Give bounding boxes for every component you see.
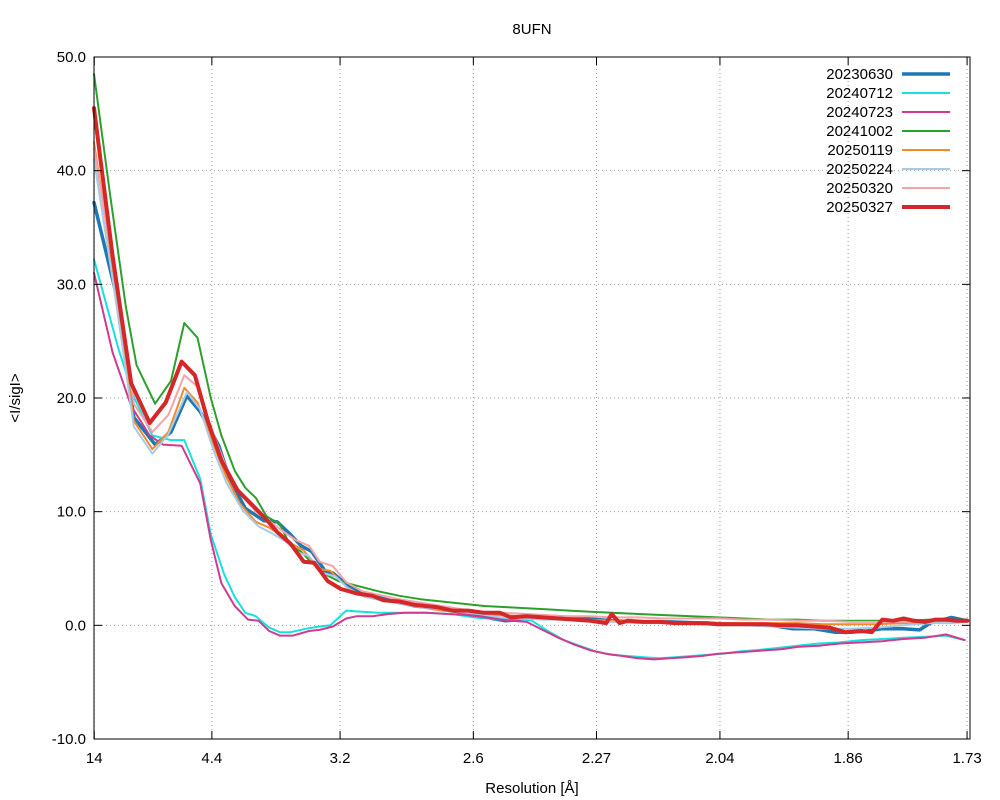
y-tick-label: 20.0 <box>57 390 86 407</box>
series-lines <box>92 73 970 661</box>
y-tick-label: 0.0 <box>65 617 86 634</box>
x-tick-label: 14 <box>86 750 103 767</box>
legend-label: 20241002 <box>826 123 893 140</box>
x-tick-label: 3.2 <box>330 750 351 767</box>
series-line-20250327 <box>92 106 970 635</box>
y-tick-label: 50.0 <box>57 49 86 66</box>
legend-label: 20240712 <box>826 85 893 102</box>
legend: 20230630 20240712 20240723 20241002 20250119… <box>826 66 950 216</box>
x-tick-label: 1.73 <box>952 750 981 767</box>
x-tick-label: 2.04 <box>705 750 734 767</box>
x-tick-label: 1.86 <box>834 750 863 767</box>
legend-label: 20230630 <box>826 66 893 83</box>
chart-title: 8UFN <box>512 21 551 38</box>
legend-label: 20250119 <box>827 142 893 159</box>
y-tick-label: 10.0 <box>57 504 86 521</box>
x-tick-label: 2.27 <box>582 750 611 767</box>
x-tick-label: 4.4 <box>201 750 222 767</box>
y-tick-label: 30.0 <box>57 276 86 293</box>
series-line-20240723 <box>93 272 966 661</box>
x-tick-label: 2.6 <box>463 750 484 767</box>
y-tick-label: -10.0 <box>52 731 86 748</box>
x-axis-label: Resolution [Å] <box>485 780 578 797</box>
y-tick-label: 40.0 <box>57 163 86 180</box>
y-axis-label: <I/sigI> <box>7 373 24 422</box>
legend-label: 20240723 <box>826 104 893 121</box>
legend-label: 20250224 <box>826 161 893 178</box>
ticks: -10.0 0.0 10.0 20.0 30.0 40.0 50.0 14 4.4 3.2 2.6 2… <box>52 49 982 767</box>
legend-label: 20250327 <box>826 199 893 216</box>
legend-label: 20250320 <box>826 180 893 197</box>
